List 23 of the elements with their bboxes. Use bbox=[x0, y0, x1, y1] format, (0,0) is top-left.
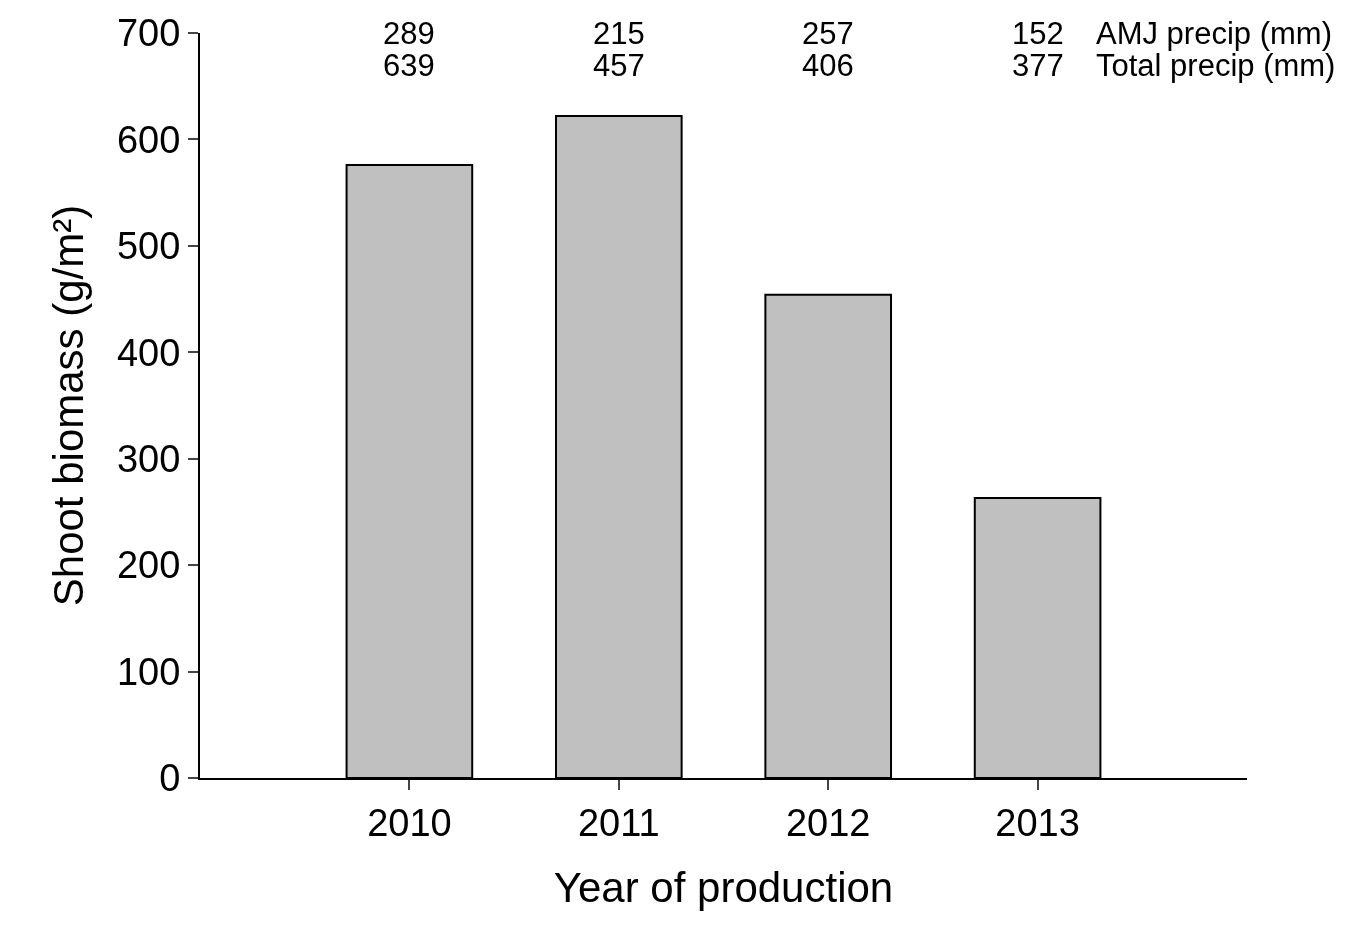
x-tick-label: 2013 bbox=[995, 801, 1080, 844]
annotation: AMJ precip (mm) bbox=[1096, 16, 1332, 51]
annotation: 215 bbox=[593, 16, 645, 51]
y-tick-label: 0 bbox=[159, 757, 181, 800]
x-tick-label: 2010 bbox=[367, 801, 452, 844]
annotation: 257 bbox=[802, 16, 854, 51]
y-tick-label: 500 bbox=[116, 225, 181, 268]
annotation: 152 bbox=[1012, 16, 1064, 51]
y-tick-label: 700 bbox=[116, 12, 181, 55]
y-tick-label: 300 bbox=[116, 438, 181, 481]
annotation: 457 bbox=[593, 48, 645, 83]
y-tick-label: 400 bbox=[116, 331, 181, 374]
annotation: 639 bbox=[383, 48, 435, 83]
y-axis-title: Shoot biomass (g/m²) bbox=[45, 204, 93, 607]
x-axis-title: Year of production bbox=[553, 864, 894, 911]
annotation: 406 bbox=[802, 48, 854, 83]
x-tick-label: 2012 bbox=[785, 801, 871, 844]
annotation: 377 bbox=[1012, 48, 1064, 83]
x-tick-label: 2011 bbox=[577, 801, 660, 844]
y-tick-label: 100 bbox=[116, 650, 181, 693]
y-tick-label: 600 bbox=[116, 118, 181, 161]
annotation: 289 bbox=[383, 16, 435, 51]
y-tick-label: 200 bbox=[116, 544, 181, 587]
